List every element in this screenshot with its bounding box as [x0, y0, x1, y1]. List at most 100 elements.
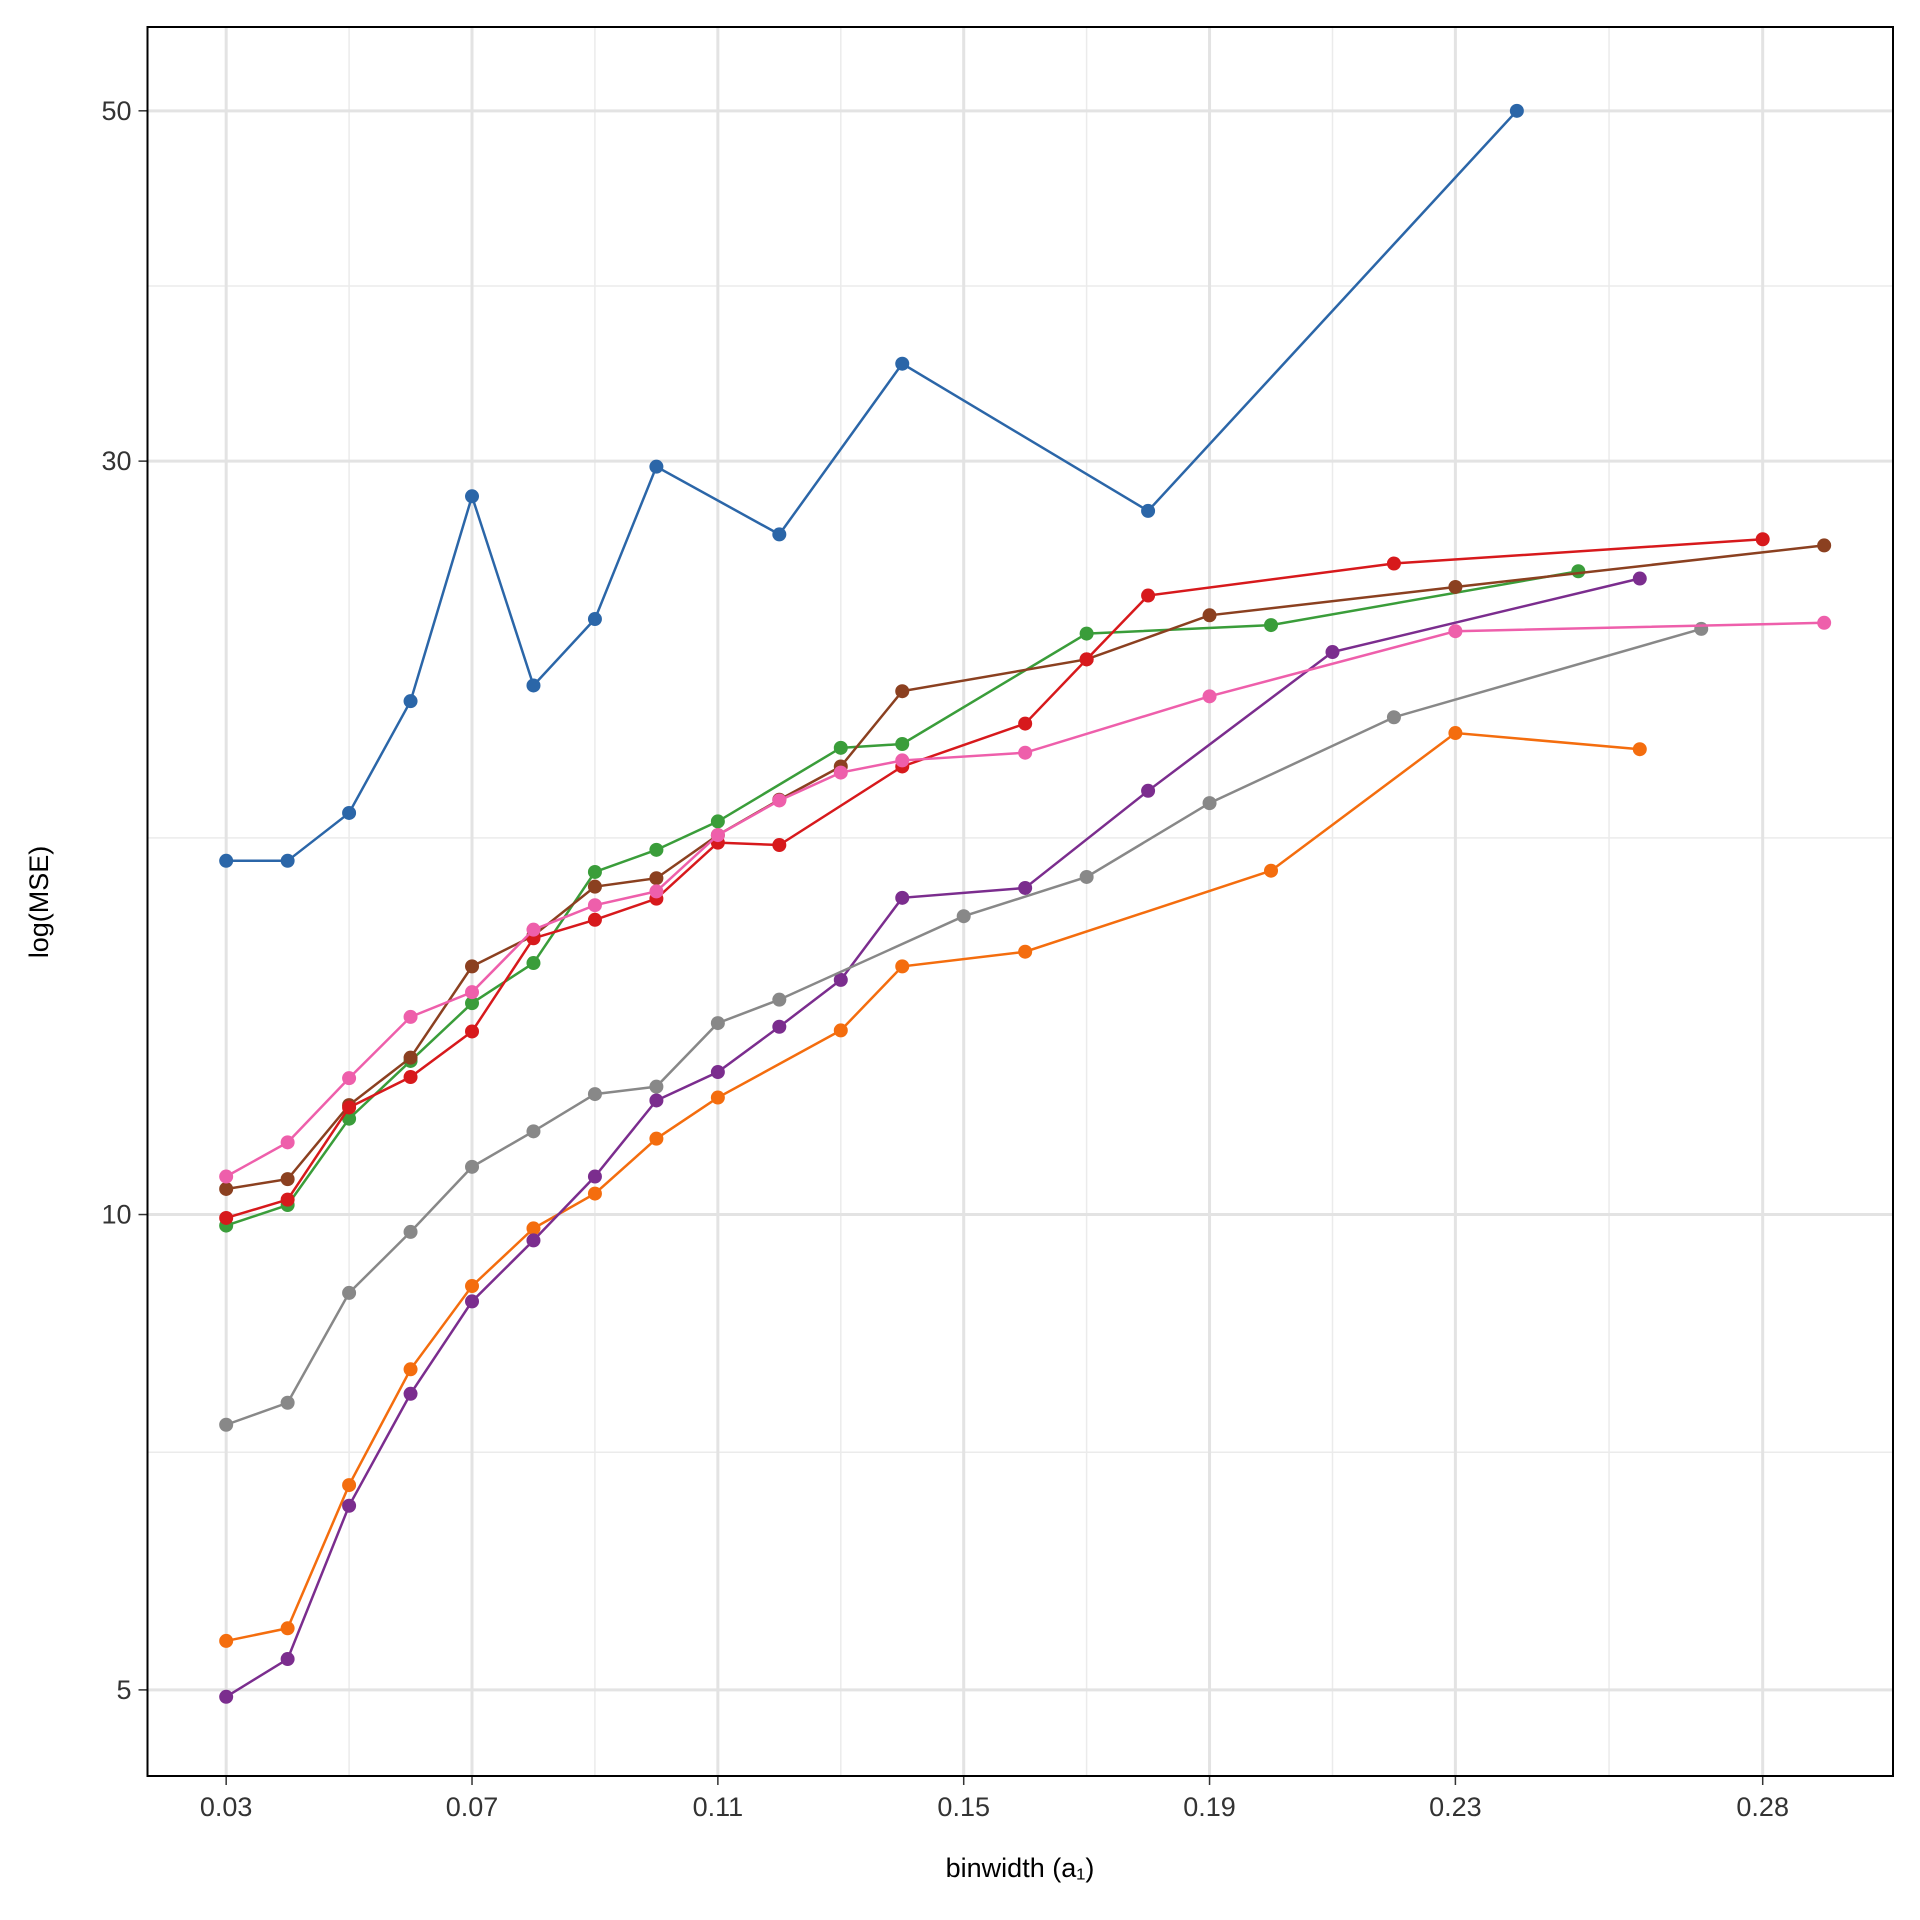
data-point: [465, 1024, 480, 1039]
data-point: [1509, 103, 1524, 118]
data-point: [895, 684, 910, 699]
y-tick-label: 30: [101, 446, 131, 476]
data-point: [1264, 863, 1279, 878]
data-point: [526, 1124, 541, 1139]
data-point: [280, 1652, 295, 1667]
data-point: [1202, 608, 1217, 623]
data-point: [1386, 710, 1401, 725]
data-point: [587, 864, 602, 879]
data-point: [403, 1362, 418, 1377]
data-point: [587, 612, 602, 627]
data-point: [833, 1023, 848, 1038]
y-tick-label: 5: [116, 1675, 131, 1705]
data-point: [1079, 869, 1094, 884]
data-point: [1448, 624, 1463, 639]
data-point: [342, 1498, 357, 1513]
data-point: [1141, 783, 1156, 798]
data-point: [649, 884, 664, 899]
data-point: [772, 992, 787, 1007]
data-point: [1448, 726, 1463, 741]
data-point: [342, 1100, 357, 1115]
data-point: [895, 356, 910, 371]
data-point: [833, 740, 848, 755]
data-point: [280, 1192, 295, 1207]
data-point: [895, 959, 910, 974]
data-point: [280, 1135, 295, 1150]
data-point: [342, 1285, 357, 1300]
data-point: [403, 1070, 418, 1085]
data-point: [219, 1210, 234, 1225]
series-line: [225, 731, 1640, 1643]
data-point: [587, 898, 602, 913]
data-point: [465, 985, 480, 1000]
data-point: [465, 1159, 480, 1174]
data-point: [465, 489, 480, 504]
data-point: [219, 1417, 234, 1432]
data-point: [1694, 621, 1709, 636]
data-point: [1202, 689, 1217, 704]
data-point: [403, 1009, 418, 1024]
data-point: [710, 1016, 725, 1031]
data-point: [772, 1019, 787, 1034]
x-tick-label: 0.23: [1429, 1792, 1482, 1822]
y-tick-label: 10: [101, 1200, 131, 1230]
data-point: [1325, 645, 1340, 660]
data-point: [403, 694, 418, 709]
data-point: [772, 838, 787, 853]
data-point: [1264, 618, 1279, 633]
data-point: [649, 1079, 664, 1094]
data-point: [280, 853, 295, 868]
data-point: [956, 909, 971, 924]
data-point: [280, 1395, 295, 1410]
data-point: [465, 959, 480, 974]
data-point: [280, 1621, 295, 1636]
series-line: [225, 538, 1763, 1220]
data-point: [833, 972, 848, 987]
data-point: [1817, 538, 1832, 553]
data-point: [403, 1050, 418, 1065]
data-point: [403, 1386, 418, 1401]
series-line: [225, 577, 1641, 1698]
x-tick-label: 0.07: [446, 1792, 499, 1822]
data-point: [1817, 615, 1832, 630]
data-point: [526, 956, 541, 971]
data-point: [465, 1279, 480, 1294]
data-point: [1018, 716, 1033, 731]
data-point: [1448, 579, 1463, 594]
data-point: [526, 922, 541, 937]
data-point: [710, 814, 725, 829]
data-point: [1141, 503, 1156, 518]
data-point: [465, 996, 480, 1011]
data-point: [219, 1689, 234, 1704]
data-point: [772, 527, 787, 542]
data-point: [526, 1233, 541, 1248]
data-point: [649, 871, 664, 886]
data-point: [710, 1065, 725, 1080]
data-point: [1755, 532, 1770, 547]
data-point: [1202, 796, 1217, 811]
data-point: [219, 853, 234, 868]
data-point: [526, 1221, 541, 1236]
data-point: [1018, 944, 1033, 959]
data-point: [772, 793, 787, 808]
data-point: [1018, 745, 1033, 760]
series-line: [225, 544, 1825, 1191]
series-line: [226, 109, 1518, 863]
data-point: [649, 1093, 664, 1108]
x-tick-label: 0.15: [937, 1792, 990, 1822]
data-point: [895, 890, 910, 905]
data-point: [1079, 626, 1094, 641]
data-point: [649, 842, 664, 857]
data-point: [587, 879, 602, 894]
data-point: [649, 459, 664, 474]
x-tick-label: 0.03: [200, 1792, 253, 1822]
data-point: [526, 678, 541, 693]
y-tick-label: 50: [101, 96, 131, 126]
data-point: [219, 1633, 234, 1648]
data-point: [1141, 588, 1156, 603]
x-axis-label: binwidth (a₁): [946, 1853, 1095, 1883]
data-point: [587, 1169, 602, 1184]
data-point: [1632, 742, 1647, 757]
data-point: [1018, 880, 1033, 895]
data-point: [587, 1087, 602, 1102]
